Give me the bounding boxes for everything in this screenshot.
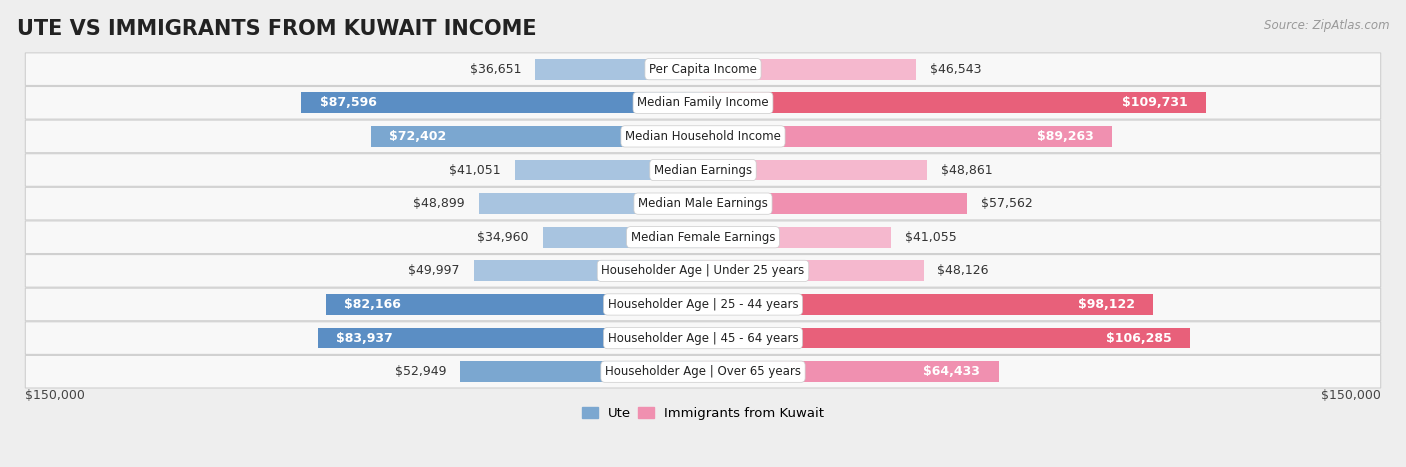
Text: $41,051: $41,051 — [450, 163, 501, 177]
FancyBboxPatch shape — [25, 86, 1381, 119]
Text: $48,899: $48,899 — [413, 197, 465, 210]
FancyBboxPatch shape — [25, 120, 1381, 153]
Text: $150,000: $150,000 — [1320, 389, 1381, 402]
FancyBboxPatch shape — [25, 53, 1381, 85]
Text: $36,651: $36,651 — [470, 63, 522, 76]
Bar — [534, 59, 703, 79]
Bar — [703, 193, 967, 214]
Text: Median Household Income: Median Household Income — [626, 130, 780, 143]
Text: $87,596: $87,596 — [319, 96, 377, 109]
Text: Median Earnings: Median Earnings — [654, 163, 752, 177]
FancyBboxPatch shape — [25, 187, 1381, 220]
Text: Householder Age | 25 - 44 years: Householder Age | 25 - 44 years — [607, 298, 799, 311]
Text: Source: ZipAtlas.com: Source: ZipAtlas.com — [1264, 19, 1389, 32]
Text: $57,562: $57,562 — [981, 197, 1032, 210]
Bar — [703, 328, 1191, 348]
Text: $106,285: $106,285 — [1107, 332, 1173, 345]
Bar — [703, 92, 1206, 113]
Text: $48,861: $48,861 — [941, 163, 993, 177]
FancyBboxPatch shape — [25, 288, 1381, 321]
Bar — [703, 160, 927, 180]
Bar — [515, 160, 703, 180]
Text: Per Capita Income: Per Capita Income — [650, 63, 756, 76]
Text: $109,731: $109,731 — [1122, 96, 1188, 109]
Text: Median Family Income: Median Family Income — [637, 96, 769, 109]
Text: $34,960: $34,960 — [478, 231, 529, 244]
Text: Householder Age | Under 25 years: Householder Age | Under 25 years — [602, 264, 804, 277]
Bar — [371, 126, 703, 147]
Text: $150,000: $150,000 — [25, 389, 86, 402]
Text: Householder Age | Over 65 years: Householder Age | Over 65 years — [605, 365, 801, 378]
FancyBboxPatch shape — [25, 255, 1381, 287]
Bar — [703, 261, 924, 281]
Text: Median Male Earnings: Median Male Earnings — [638, 197, 768, 210]
Bar — [478, 193, 703, 214]
Text: $82,166: $82,166 — [344, 298, 401, 311]
Text: UTE VS IMMIGRANTS FROM KUWAIT INCOME: UTE VS IMMIGRANTS FROM KUWAIT INCOME — [17, 19, 537, 39]
Bar — [703, 294, 1153, 315]
Bar — [703, 227, 891, 248]
FancyBboxPatch shape — [25, 154, 1381, 186]
Bar — [703, 126, 1112, 147]
Text: Median Female Earnings: Median Female Earnings — [631, 231, 775, 244]
Text: $72,402: $72,402 — [389, 130, 447, 143]
Bar — [326, 294, 703, 315]
Text: $52,949: $52,949 — [395, 365, 446, 378]
Text: $89,263: $89,263 — [1038, 130, 1094, 143]
Bar — [703, 361, 998, 382]
Bar — [301, 92, 703, 113]
Bar — [703, 59, 917, 79]
FancyBboxPatch shape — [25, 322, 1381, 354]
Bar — [318, 328, 703, 348]
Text: $41,055: $41,055 — [905, 231, 957, 244]
Text: $98,122: $98,122 — [1078, 298, 1135, 311]
Text: Householder Age | 45 - 64 years: Householder Age | 45 - 64 years — [607, 332, 799, 345]
FancyBboxPatch shape — [25, 355, 1381, 388]
Text: $83,937: $83,937 — [336, 332, 394, 345]
Text: $46,543: $46,543 — [931, 63, 981, 76]
FancyBboxPatch shape — [25, 221, 1381, 254]
Bar — [474, 261, 703, 281]
Text: $64,433: $64,433 — [924, 365, 980, 378]
Text: $49,997: $49,997 — [408, 264, 460, 277]
Legend: Ute, Immigrants from Kuwait: Ute, Immigrants from Kuwait — [576, 402, 830, 425]
Text: $48,126: $48,126 — [938, 264, 988, 277]
Bar — [460, 361, 703, 382]
Bar — [543, 227, 703, 248]
